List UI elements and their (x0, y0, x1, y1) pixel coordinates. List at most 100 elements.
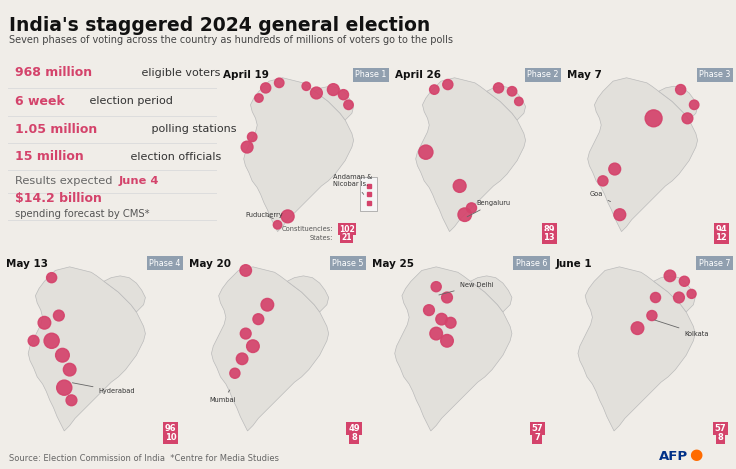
Circle shape (664, 270, 676, 282)
Circle shape (458, 208, 472, 221)
Polygon shape (486, 86, 526, 120)
Text: Phase 1: Phase 1 (355, 70, 386, 79)
Circle shape (673, 292, 684, 303)
Text: New Delhi: New Delhi (439, 282, 493, 295)
Text: Hyderabad: Hyderabad (72, 383, 135, 394)
Polygon shape (315, 86, 353, 120)
Text: Seven phases of voting across the country as hundreds of millions of voters go t: Seven phases of voting across the countr… (9, 35, 453, 45)
Text: May 25: May 25 (372, 259, 414, 269)
Text: ●: ● (690, 447, 703, 462)
Text: 968 million: 968 million (15, 67, 92, 79)
Text: Constituencies:: Constituencies: (282, 226, 333, 232)
Text: Bengaluru: Bengaluru (467, 200, 511, 217)
Text: India's staggered 2024 general election: India's staggered 2024 general election (9, 16, 430, 36)
Text: Andaman &
Nicobar Is.: Andaman & Nicobar Is. (333, 174, 372, 194)
Text: eligible voters: eligible voters (138, 68, 220, 78)
Polygon shape (654, 276, 696, 312)
Text: 96: 96 (165, 424, 177, 433)
Text: Source: Election Commission of India  *Centre for Media Studies: Source: Election Commission of India *Ce… (9, 454, 279, 463)
Text: 94: 94 (715, 225, 727, 234)
Text: Phase 7: Phase 7 (699, 259, 730, 268)
Circle shape (339, 90, 349, 100)
Circle shape (609, 163, 620, 175)
Text: Phase 5: Phase 5 (333, 259, 364, 268)
Circle shape (328, 83, 339, 96)
Polygon shape (587, 78, 698, 232)
Circle shape (514, 97, 523, 106)
Text: April 26: April 26 (394, 70, 441, 80)
Text: Phase 6: Phase 6 (516, 259, 547, 268)
Circle shape (598, 176, 608, 186)
Circle shape (430, 85, 439, 94)
Circle shape (230, 368, 240, 378)
Polygon shape (244, 78, 353, 232)
Text: Kolkata: Kolkata (654, 320, 709, 337)
Text: polling stations: polling stations (148, 124, 237, 134)
Circle shape (441, 334, 453, 347)
Circle shape (687, 289, 696, 298)
Text: Mumbai: Mumbai (210, 390, 236, 403)
Text: 15 million: 15 million (15, 150, 83, 163)
Circle shape (255, 94, 263, 102)
Circle shape (57, 380, 72, 395)
Circle shape (247, 340, 259, 353)
Circle shape (63, 363, 76, 376)
Circle shape (240, 328, 251, 339)
Text: Phase 4: Phase 4 (149, 259, 180, 268)
Text: 21: 21 (342, 233, 352, 242)
Circle shape (241, 141, 253, 153)
Text: 57: 57 (715, 424, 726, 433)
Text: Phase 3: Phase 3 (699, 70, 731, 79)
Circle shape (419, 145, 433, 159)
Circle shape (302, 82, 311, 91)
Circle shape (676, 84, 686, 95)
Circle shape (430, 327, 442, 340)
Circle shape (344, 100, 353, 110)
Circle shape (682, 113, 693, 124)
Circle shape (236, 353, 248, 364)
Polygon shape (578, 267, 696, 431)
Text: 8: 8 (351, 433, 357, 442)
Circle shape (507, 87, 517, 96)
Text: States:: States: (310, 234, 333, 241)
Circle shape (54, 310, 64, 321)
Circle shape (493, 83, 503, 93)
Polygon shape (470, 276, 512, 312)
Circle shape (44, 333, 59, 348)
Text: 13: 13 (543, 233, 555, 242)
Text: $14.2 billion: $14.2 billion (15, 192, 102, 205)
Text: May 7: May 7 (567, 70, 601, 80)
Text: 6 week: 6 week (15, 95, 64, 108)
Circle shape (46, 272, 57, 283)
Text: Goa: Goa (590, 191, 611, 202)
Circle shape (66, 395, 77, 406)
Text: June 1: June 1 (556, 259, 592, 269)
Circle shape (453, 180, 466, 192)
Text: May 20: May 20 (189, 259, 231, 269)
Text: 10: 10 (165, 433, 177, 442)
FancyBboxPatch shape (361, 177, 378, 212)
Circle shape (38, 317, 51, 329)
Circle shape (253, 314, 263, 325)
Circle shape (273, 220, 282, 229)
Text: May 13: May 13 (6, 259, 48, 269)
Circle shape (443, 79, 453, 90)
Text: June 4: June 4 (118, 176, 159, 187)
Circle shape (645, 110, 662, 127)
Text: 57: 57 (531, 424, 543, 433)
Circle shape (247, 132, 257, 142)
Text: 7: 7 (534, 433, 540, 442)
Circle shape (261, 83, 271, 93)
Circle shape (281, 210, 294, 223)
Circle shape (647, 310, 657, 321)
Circle shape (467, 203, 476, 213)
Text: April 19: April 19 (222, 70, 269, 80)
Circle shape (431, 282, 442, 292)
Text: 89: 89 (543, 225, 555, 234)
Polygon shape (211, 267, 329, 431)
Circle shape (311, 87, 322, 99)
Polygon shape (28, 267, 146, 431)
Circle shape (631, 322, 644, 334)
Circle shape (56, 348, 69, 362)
Circle shape (679, 276, 690, 287)
